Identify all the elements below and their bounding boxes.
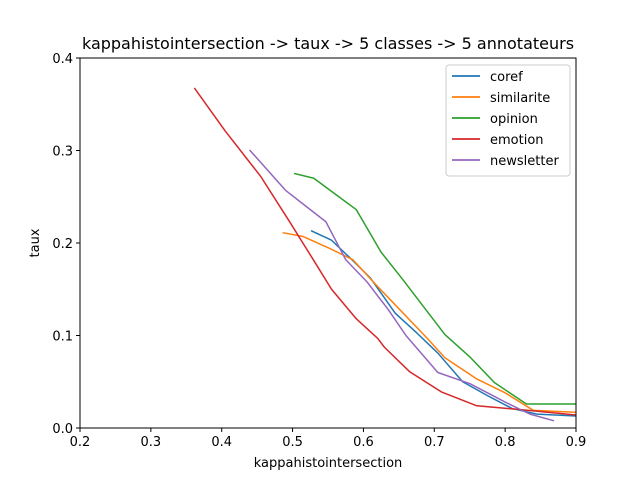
chart-title: kappahistointersection -> taux -> 5 clas… <box>82 34 574 53</box>
legend-label-similarite: similarite <box>490 91 550 106</box>
plot-area <box>193 87 576 422</box>
y-tick-label: 0.4 <box>52 52 73 67</box>
x-axis-label: kappahistointersection <box>254 456 403 471</box>
x-tick-label: 0.6 <box>353 435 374 450</box>
legend-label-opinion: opinion <box>490 112 538 127</box>
series-line-emotion <box>193 87 576 416</box>
legend: coref similarite opinion emotion newsletter <box>445 64 571 177</box>
x-tick-label: 0.9 <box>566 435 587 450</box>
legend-label-newsletter: newsletter <box>490 154 559 169</box>
legend-box <box>445 64 571 177</box>
ticks-layer: 0.2 0.3 0.4 0.5 0.6 0.7 0.8 0.9 0.0 0.1 0.2 0.3 0.4 <box>52 52 586 450</box>
series-line-similarite <box>282 231 576 414</box>
plot-frame <box>79 57 577 429</box>
y-axis-label: taux <box>28 228 43 257</box>
x-tick-label: 0.2 <box>70 435 91 450</box>
y-tick-label: 0.0 <box>52 422 73 437</box>
series-line-newsletter <box>249 149 555 422</box>
x-tick-label: 0.7 <box>424 435 445 450</box>
y-tick-label: 0.2 <box>52 237 73 252</box>
series-layer <box>193 87 576 422</box>
x-tick-label: 0.5 <box>282 435 303 450</box>
legend-label-coref: coref <box>490 70 523 85</box>
series-line-opinion <box>293 172 576 405</box>
y-tick-label: 0.3 <box>52 145 73 160</box>
x-tick-label: 0.4 <box>211 435 232 450</box>
x-tick-label: 0.3 <box>141 435 162 450</box>
legend-label-emotion: emotion <box>490 133 544 148</box>
x-tick-label: 0.8 <box>495 435 516 450</box>
y-tick-label: 0.1 <box>52 330 73 345</box>
